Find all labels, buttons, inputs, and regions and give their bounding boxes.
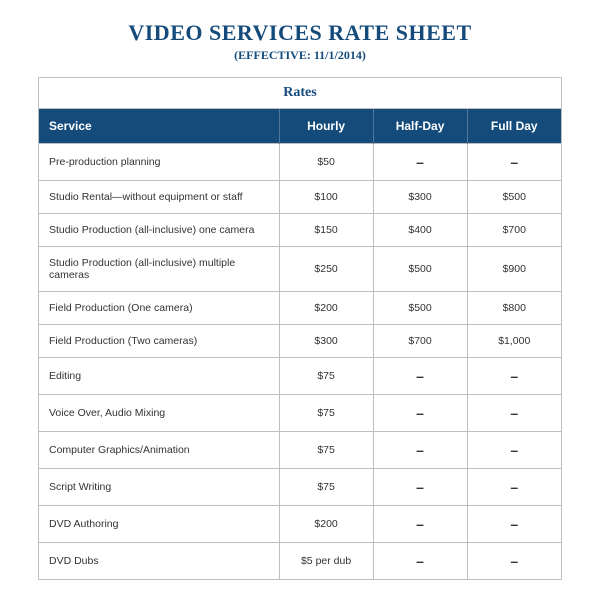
cell-halfday: – bbox=[373, 395, 467, 432]
cell-halfday: $300 bbox=[373, 181, 467, 214]
table-row: Studio Production (all-inclusive) multip… bbox=[39, 247, 561, 292]
table-row: Field Production (Two cameras)$300$700$1… bbox=[39, 325, 561, 358]
cell-halfday: – bbox=[373, 506, 467, 543]
table-row: DVD Authoring$200–– bbox=[39, 506, 561, 543]
cell-fullday: – bbox=[467, 469, 561, 506]
cell-service: Pre-production planning bbox=[39, 144, 279, 181]
table-row: DVD Dubs$5 per dub–– bbox=[39, 543, 561, 580]
col-header-hourly: Hourly bbox=[279, 109, 373, 144]
cell-service: Studio Production (all-inclusive) one ca… bbox=[39, 214, 279, 247]
col-header-halfday: Half-Day bbox=[373, 109, 467, 144]
cell-fullday: – bbox=[467, 358, 561, 395]
page-subtitle: (EFFECTIVE: 11/1/2014) bbox=[38, 48, 562, 63]
cell-fullday: – bbox=[467, 395, 561, 432]
cell-fullday: – bbox=[467, 506, 561, 543]
cell-service: Editing bbox=[39, 358, 279, 395]
cell-fullday: – bbox=[467, 432, 561, 469]
cell-hourly: $75 bbox=[279, 469, 373, 506]
cell-hourly: $75 bbox=[279, 358, 373, 395]
table-row: Script Writing$75–– bbox=[39, 469, 561, 506]
cell-hourly: $100 bbox=[279, 181, 373, 214]
table-body: Pre-production planning$50––Studio Renta… bbox=[39, 144, 561, 580]
rates-table-container: Rates Service Hourly Half-Day Full Day P… bbox=[38, 77, 562, 580]
cell-hourly: $150 bbox=[279, 214, 373, 247]
cell-fullday: $800 bbox=[467, 292, 561, 325]
cell-halfday: $500 bbox=[373, 247, 467, 292]
cell-hourly: $300 bbox=[279, 325, 373, 358]
cell-halfday: – bbox=[373, 432, 467, 469]
table-row: Studio Production (all-inclusive) one ca… bbox=[39, 214, 561, 247]
rate-sheet-page: VIDEO SERVICES RATE SHEET (EFFECTIVE: 11… bbox=[0, 0, 600, 590]
cell-fullday: $500 bbox=[467, 181, 561, 214]
cell-service: Studio Production (all-inclusive) multip… bbox=[39, 247, 279, 292]
cell-fullday: $700 bbox=[467, 214, 561, 247]
page-title: VIDEO SERVICES RATE SHEET bbox=[38, 20, 562, 46]
cell-halfday: $700 bbox=[373, 325, 467, 358]
cell-hourly: $50 bbox=[279, 144, 373, 181]
cell-service: Field Production (One camera) bbox=[39, 292, 279, 325]
cell-halfday: $400 bbox=[373, 214, 467, 247]
cell-hourly: $5 per dub bbox=[279, 543, 373, 580]
table-header: Service Hourly Half-Day Full Day bbox=[39, 109, 561, 144]
table-row: Voice Over, Audio Mixing$75–– bbox=[39, 395, 561, 432]
table-row: Field Production (One camera)$200$500$80… bbox=[39, 292, 561, 325]
cell-halfday: – bbox=[373, 144, 467, 181]
col-header-fullday: Full Day bbox=[467, 109, 561, 144]
cell-hourly: $200 bbox=[279, 506, 373, 543]
cell-service: Studio Rental—without equipment or staff bbox=[39, 181, 279, 214]
cell-service: DVD Dubs bbox=[39, 543, 279, 580]
col-header-service: Service bbox=[39, 109, 279, 144]
cell-fullday: – bbox=[467, 543, 561, 580]
cell-halfday: – bbox=[373, 469, 467, 506]
cell-fullday: – bbox=[467, 144, 561, 181]
rates-table: Service Hourly Half-Day Full Day Pre-pro… bbox=[39, 109, 561, 579]
cell-service: DVD Authoring bbox=[39, 506, 279, 543]
table-row: Editing$75–– bbox=[39, 358, 561, 395]
cell-service: Field Production (Two cameras) bbox=[39, 325, 279, 358]
cell-hourly: $75 bbox=[279, 432, 373, 469]
cell-halfday: – bbox=[373, 358, 467, 395]
cell-hourly: $200 bbox=[279, 292, 373, 325]
cell-hourly: $250 bbox=[279, 247, 373, 292]
cell-halfday: $500 bbox=[373, 292, 467, 325]
cell-fullday: $1,000 bbox=[467, 325, 561, 358]
cell-halfday: – bbox=[373, 543, 467, 580]
table-row: Pre-production planning$50–– bbox=[39, 144, 561, 181]
rates-caption: Rates bbox=[39, 78, 561, 109]
cell-hourly: $75 bbox=[279, 395, 373, 432]
cell-fullday: $900 bbox=[467, 247, 561, 292]
table-row: Studio Rental—without equipment or staff… bbox=[39, 181, 561, 214]
cell-service: Computer Graphics/Animation bbox=[39, 432, 279, 469]
cell-service: Voice Over, Audio Mixing bbox=[39, 395, 279, 432]
cell-service: Script Writing bbox=[39, 469, 279, 506]
table-row: Computer Graphics/Animation$75–– bbox=[39, 432, 561, 469]
